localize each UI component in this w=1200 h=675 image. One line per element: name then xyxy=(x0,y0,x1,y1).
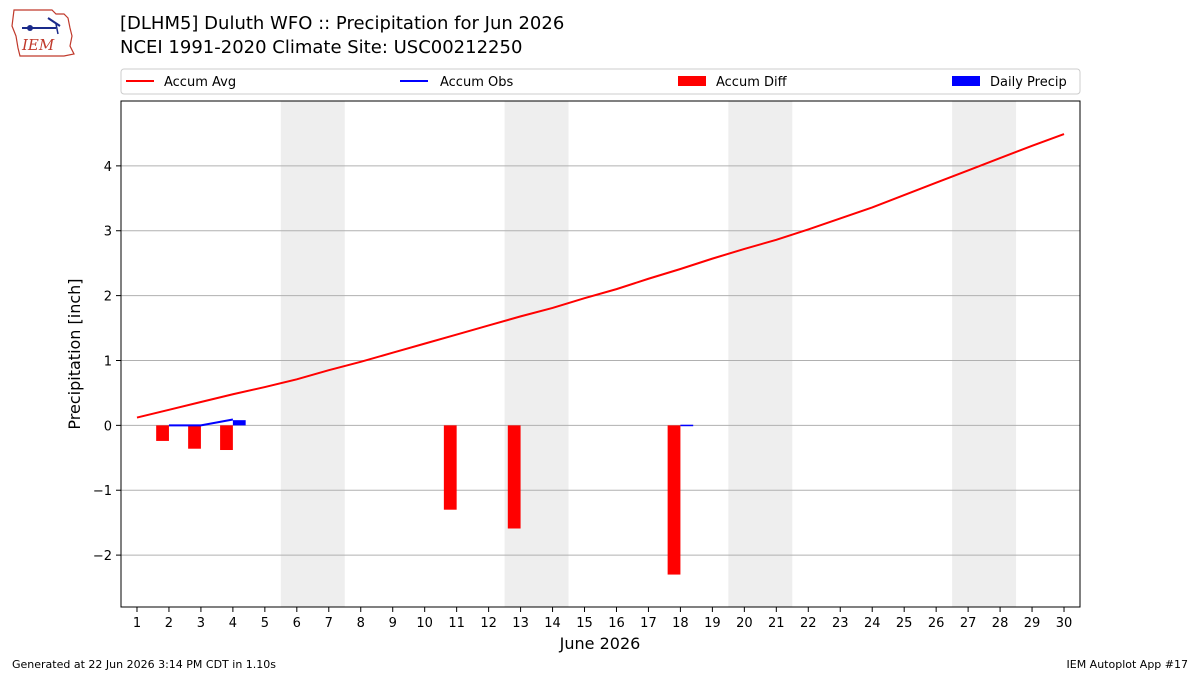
accum-diff-bar xyxy=(507,425,521,529)
y-tick-label: 4 xyxy=(104,160,112,175)
plot-frame xyxy=(120,100,1081,608)
x-tick-label: 26 xyxy=(928,616,945,631)
x-tick-label: 17 xyxy=(640,616,657,631)
y-tick-label: 0 xyxy=(104,419,112,434)
iem-logo: IEM xyxy=(11,9,75,57)
weekend-shade-1 xyxy=(504,101,569,607)
accum-diff-bar xyxy=(667,425,681,575)
legend: Accum Avg Accum Obs Accum Diff Daily Precip xyxy=(120,68,1081,95)
x-tick-label: 21 xyxy=(768,616,785,631)
weekend-shade-3 xyxy=(952,101,1017,607)
legend-swatch xyxy=(952,76,980,86)
series-lines xyxy=(136,133,1065,427)
weekend-shading xyxy=(280,101,1017,607)
x-tick-label: 6 xyxy=(293,616,301,631)
x-tick-label: 10 xyxy=(416,616,433,631)
x-tick-label: 18 xyxy=(672,616,689,631)
legend-swatch xyxy=(678,76,706,86)
x-tick-label: 28 xyxy=(992,616,1009,631)
x-tick-label: 12 xyxy=(480,616,497,631)
app-note: IEM Autoplot App #17 xyxy=(1066,658,1189,671)
weekend-shade-2 xyxy=(728,101,793,607)
x-tick-label: 15 xyxy=(576,616,593,631)
accum-diff-bar xyxy=(188,425,201,449)
legend-label: Accum Diff xyxy=(716,75,788,90)
daily-precip-bar xyxy=(680,424,694,427)
x-tick-label: 16 xyxy=(608,616,625,631)
x-tick-label: 29 xyxy=(1024,616,1041,631)
iem-logo-text: IEM xyxy=(21,36,55,54)
x-tick-label: 30 xyxy=(1056,616,1073,631)
x-tick-label: 3 xyxy=(197,616,205,631)
x-tick-label: 11 xyxy=(448,616,465,631)
accum-diff-bar xyxy=(443,425,457,510)
x-tick-label: 1 xyxy=(133,616,141,631)
weekend-shade-0 xyxy=(280,101,345,607)
x-tick-label: 23 xyxy=(832,616,849,631)
x-tick-label: 24 xyxy=(864,616,881,631)
legend-label: Accum Avg xyxy=(164,75,236,90)
x-tick-label: 13 xyxy=(512,616,529,631)
x-tick-label: 14 xyxy=(544,616,561,631)
y-axis-label: Precipitation [inch] xyxy=(65,278,84,429)
x-tick-label: 25 xyxy=(896,616,913,631)
y-tick-label: −1 xyxy=(93,484,112,499)
y-tick-label: −2 xyxy=(93,549,112,564)
x-tick-label: 20 xyxy=(736,616,753,631)
chart-subtitle: NCEI 1991-2020 Climate Site: USC00212250 xyxy=(120,37,523,58)
y-tick-label: 3 xyxy=(104,225,112,240)
legend-box xyxy=(120,68,1081,95)
x-tick-label: 5 xyxy=(261,616,269,631)
x-tick-label: 7 xyxy=(325,616,333,631)
accum-diff-bar xyxy=(156,425,169,441)
x-tick-label: 4 xyxy=(229,616,237,631)
generated-note: Generated at 22 Jun 2026 3:14 PM CDT in … xyxy=(12,658,277,671)
daily-precip-bar xyxy=(232,420,246,426)
x-tick-label: 22 xyxy=(800,616,817,631)
legend-label: Daily Precip xyxy=(990,75,1067,90)
x-axis-label: June 2026 xyxy=(559,634,641,653)
legend-label: Accum Obs xyxy=(440,75,513,90)
chart-title: [DLHM5] Duluth WFO :: Precipitation for … xyxy=(120,13,565,34)
accum-obs-line xyxy=(168,418,234,427)
y-tick-label: 2 xyxy=(104,290,112,305)
bars xyxy=(156,420,694,575)
x-tick-label: 19 xyxy=(704,616,721,631)
x-tick-label: 8 xyxy=(357,616,365,631)
y-axis-ticks: −2 −1 0 1 2 3 4 xyxy=(93,160,121,564)
x-tick-label: 9 xyxy=(389,616,397,631)
x-tick-label: 2 xyxy=(165,616,173,631)
accum-diff-bar xyxy=(220,425,233,451)
grid-lines xyxy=(121,165,1080,556)
y-tick-label: 1 xyxy=(104,354,112,369)
x-axis-ticks: 1 2 3 4 5 6 7 8 9 10 11 12 13 14 15 16 17 18 19 20 21 22 23 24 2… xyxy=(133,607,1072,631)
accum-avg-line xyxy=(136,133,1065,419)
x-tick-label: 27 xyxy=(960,616,977,631)
